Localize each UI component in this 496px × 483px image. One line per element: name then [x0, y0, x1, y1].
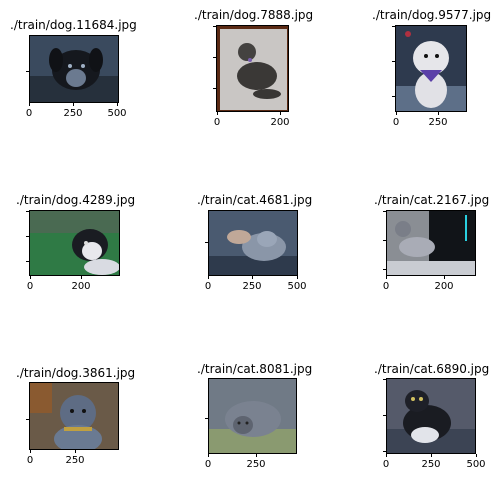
- dog-photo: [30, 383, 118, 449]
- x-tick-mark: [73, 103, 74, 106]
- x-tick-mark: [75, 450, 76, 453]
- x-tick-mark: [208, 276, 209, 279]
- x-tick-label: 0: [26, 281, 34, 292]
- panel-title: ./train/cat.2167.jpg: [374, 193, 490, 207]
- panel-title: ./train/dog.11684.jpg: [10, 18, 137, 32]
- cat-image: [386, 378, 476, 454]
- dog-photo: [30, 211, 119, 275]
- cat-photo: [209, 211, 297, 275]
- x-tick-mark: [396, 112, 397, 115]
- x-tick-label: 250: [242, 281, 262, 292]
- y-tick-mark: [383, 415, 386, 416]
- panel-title: ./train/dog.4289.jpg: [16, 193, 136, 207]
- y-tick-mark: [383, 451, 386, 452]
- y-tick-mark: [383, 211, 386, 212]
- x-tick-mark: [117, 103, 118, 106]
- panel-title: ./train/dog.7888.jpg: [194, 8, 314, 22]
- cat-photo: [387, 211, 475, 275]
- y-tick-mark: [26, 236, 29, 237]
- y-tick-mark: [383, 240, 386, 241]
- x-tick-mark: [297, 276, 298, 279]
- x-tick-mark: [386, 454, 387, 457]
- x-tick-mark: [81, 276, 82, 279]
- y-tick-mark: [383, 269, 386, 270]
- x-tick-mark: [280, 112, 281, 115]
- dog-photo: [396, 26, 466, 111]
- x-tick-mark: [208, 454, 209, 457]
- dog-image: [395, 25, 467, 112]
- panel-title: ./train/dog.9577.jpg: [372, 8, 492, 22]
- x-tick-label: 0: [26, 455, 34, 466]
- x-tick-mark: [444, 276, 445, 279]
- x-tick-label: 500: [287, 281, 307, 292]
- dog-photo: [217, 26, 288, 111]
- y-tick-mark: [26, 71, 29, 72]
- x-tick-mark: [252, 276, 253, 279]
- dog-photo: [30, 36, 118, 102]
- y-tick-mark: [392, 26, 395, 27]
- cat-image: [208, 378, 297, 454]
- x-tick-mark: [431, 454, 432, 457]
- x-tick-label: 0: [213, 117, 221, 128]
- panel-title: ./train/cat.4681.jpg: [197, 193, 313, 207]
- x-tick-mark: [476, 454, 477, 457]
- dog-image: [29, 35, 119, 103]
- dog-image: [216, 25, 289, 112]
- y-tick-mark: [392, 61, 395, 62]
- x-tick-label: 0: [382, 281, 390, 292]
- x-tick-label: 200: [71, 281, 91, 292]
- x-tick-label: 0: [382, 459, 390, 470]
- y-tick-mark: [213, 57, 216, 58]
- x-tick-label: 250: [246, 459, 266, 470]
- x-tick-label: 0: [25, 108, 33, 119]
- x-tick-mark: [438, 112, 439, 115]
- x-tick-label: 0: [392, 117, 400, 128]
- y-tick-mark: [205, 418, 208, 419]
- x-tick-mark: [256, 454, 257, 457]
- cat-photo: [209, 379, 296, 453]
- x-tick-label: 250: [65, 455, 85, 466]
- cat-photo: [387, 379, 475, 453]
- x-tick-label: 0: [204, 459, 212, 470]
- x-tick-label: 200: [270, 117, 290, 128]
- x-tick-label: 250: [421, 459, 441, 470]
- y-tick-mark: [205, 242, 208, 243]
- x-tick-label: 250: [428, 117, 448, 128]
- x-tick-label: 250: [63, 108, 83, 119]
- x-tick-mark: [30, 276, 31, 279]
- y-tick-mark: [392, 96, 395, 97]
- panel-title: ./train/cat.8081.jpg: [197, 362, 313, 376]
- dog-image: [29, 210, 120, 276]
- dog-image: [29, 382, 119, 450]
- y-tick-mark: [26, 261, 29, 262]
- x-tick-label: 500: [466, 459, 486, 470]
- panel-title: ./train/cat.6890.jpg: [374, 362, 490, 376]
- x-tick-label: 0: [204, 281, 212, 292]
- cat-image: [386, 210, 476, 276]
- panel-title: ./train/dog.3861.jpg: [16, 366, 136, 380]
- x-tick-mark: [386, 276, 387, 279]
- x-tick-mark: [30, 450, 31, 453]
- y-tick-mark: [383, 379, 386, 380]
- x-tick-label: 500: [107, 108, 127, 119]
- y-tick-mark: [213, 88, 216, 89]
- x-tick-mark: [29, 103, 30, 106]
- y-tick-mark: [26, 419, 29, 420]
- x-tick-mark: [217, 112, 218, 115]
- x-tick-label: 200: [434, 281, 454, 292]
- y-tick-mark: [26, 211, 29, 212]
- y-tick-mark: [213, 26, 216, 27]
- cat-image: [208, 210, 298, 276]
